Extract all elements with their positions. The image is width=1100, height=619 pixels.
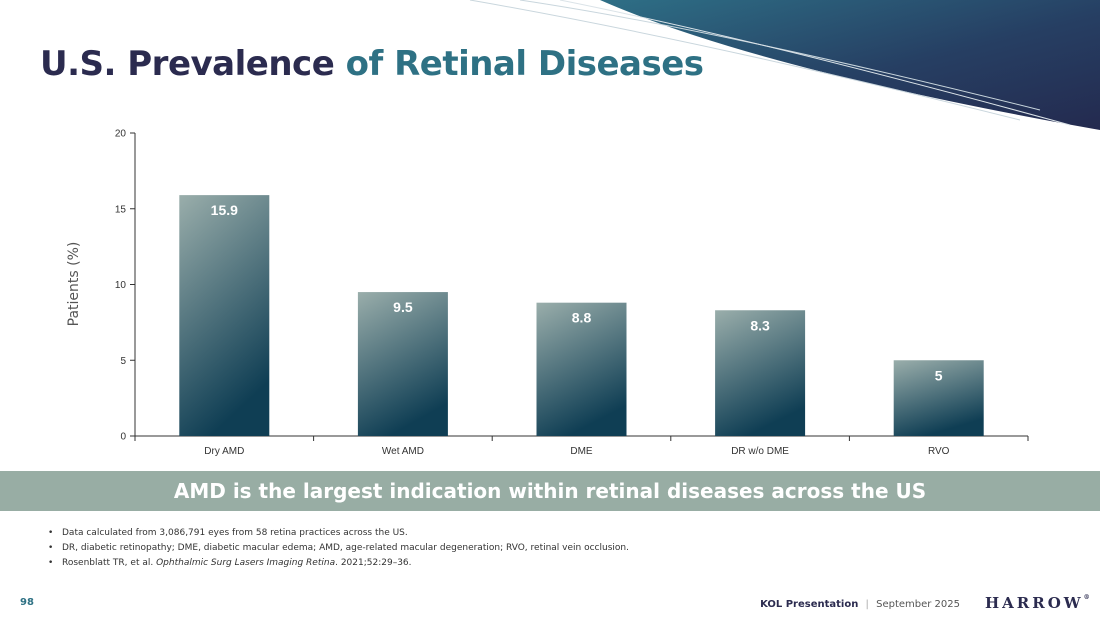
header-line <box>469 0 1021 121</box>
footnotes: Data calculated from 3,086,791 eyes from… <box>48 527 629 572</box>
citation-journal: Ophthalmic Surg Lasers Imaging Retina <box>156 558 336 568</box>
bar <box>179 195 270 436</box>
page-number: 98 <box>20 597 34 608</box>
x-tick-label: RVO <box>928 446 950 457</box>
page-title: U.S. Prevalence of Retinal Diseases <box>40 44 704 84</box>
footnote-3: Rosenblatt TR, et al. Ophthalmic Surg La… <box>48 557 629 572</box>
footnote-1-text: Data calculated from 3,086,791 eyes from… <box>62 528 408 538</box>
y-tick-label: 10 <box>115 280 127 291</box>
footer-separator: | <box>865 599 869 610</box>
bar-value-label: 9.5 <box>393 299 413 315</box>
title-part-1: U.S. Prevalence <box>40 44 335 84</box>
presentation-name: KOL Presentation <box>760 599 859 610</box>
key-message-text: AMD is the largest indication within ret… <box>173 479 927 503</box>
key-message-banner: AMD is the largest indication within ret… <box>0 471 1100 511</box>
x-tick-label: DR w/o DME <box>731 446 789 457</box>
footer-info: KOL Presentation | September 2025 <box>760 599 960 610</box>
bar-value-label: 5 <box>935 367 943 383</box>
y-tick-label: 20 <box>115 129 127 140</box>
bar-value-label: 8.3 <box>750 317 770 333</box>
y-tick-label: 5 <box>120 356 126 367</box>
x-tick-label: Wet AMD <box>382 446 424 457</box>
title-part-2: of Retinal Diseases <box>345 44 704 84</box>
footnote-2-text: DR, diabetic retinopathy; DME, diabetic … <box>62 543 629 553</box>
x-tick-label: Dry AMD <box>204 446 244 457</box>
y-tick-label: 0 <box>120 432 126 443</box>
bar-value-label: 15.9 <box>211 202 238 218</box>
bar <box>893 360 984 436</box>
y-axis-label: Patients (%) <box>66 242 82 327</box>
logo-text: HARROW <box>985 594 1084 612</box>
bar <box>715 310 806 436</box>
citation-authors: Rosenblatt TR, et al. <box>62 558 154 568</box>
y-tick-label: 15 <box>115 204 127 215</box>
logo-mark: ® <box>1083 594 1090 601</box>
x-tick-label: DME <box>570 446 593 457</box>
bar-value-label: 8.8 <box>572 310 592 326</box>
citation-details: . 2021;52:29–36. <box>335 558 412 568</box>
bar-chart: Patients (%) 0 5 10 15 20 Dry AMD Wet AMD DME DR… <box>66 129 1029 457</box>
bar <box>357 292 448 436</box>
footnote-2: DR, diabetic retinopathy; DME, diabetic … <box>48 542 629 557</box>
presentation-date: September 2025 <box>876 599 960 610</box>
harrow-logo: HARROW® <box>985 594 1090 612</box>
footnote-1: Data calculated from 3,086,791 eyes from… <box>48 527 629 542</box>
header-line <box>559 0 1071 126</box>
bar <box>536 302 627 436</box>
